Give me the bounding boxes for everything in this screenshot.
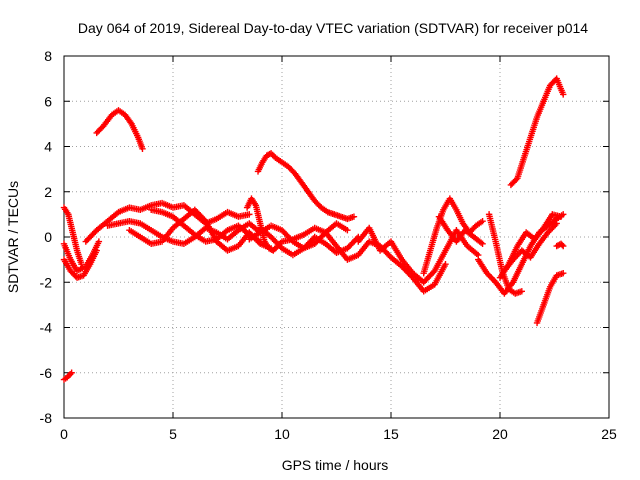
y-tick-label: 0 bbox=[44, 229, 52, 245]
data-point bbox=[95, 238, 103, 245]
y-tick-label: 4 bbox=[44, 139, 52, 155]
series-arc-t bbox=[501, 220, 560, 275]
series-arc-m bbox=[254, 150, 358, 223]
x-tick-label: 20 bbox=[492, 426, 508, 442]
data-point bbox=[344, 227, 351, 234]
series-arc-v bbox=[533, 270, 567, 327]
x-tick-label: 15 bbox=[383, 426, 399, 442]
y-tick-label: -4 bbox=[40, 320, 53, 336]
x-tick-label: 5 bbox=[169, 426, 177, 442]
data-points bbox=[60, 75, 567, 383]
series-arc-o bbox=[420, 195, 486, 277]
y-axis-label: SDTVAR / TECUs bbox=[5, 181, 21, 293]
series-arc-q bbox=[485, 211, 525, 297]
data-point bbox=[246, 211, 253, 218]
data-point bbox=[553, 220, 560, 227]
chart-title: Day 064 of 2019, Sidereal Day-to-day VTE… bbox=[78, 20, 588, 36]
data-point bbox=[430, 269, 437, 276]
data-point bbox=[518, 288, 525, 295]
y-tick-label: -2 bbox=[40, 274, 53, 290]
data-point bbox=[68, 369, 75, 376]
y-tick-label: -8 bbox=[40, 410, 53, 426]
data-point bbox=[201, 216, 208, 223]
data-point bbox=[557, 213, 565, 220]
x-tick-label: 0 bbox=[60, 426, 68, 442]
data-point bbox=[78, 260, 85, 268]
y-tick-label: 2 bbox=[44, 184, 52, 200]
data-point bbox=[512, 176, 520, 183]
data-point bbox=[560, 270, 567, 277]
series-arc-w bbox=[553, 240, 567, 250]
data-point bbox=[560, 91, 567, 98]
y-tick-label: 6 bbox=[44, 93, 52, 109]
grid bbox=[64, 56, 609, 418]
x-tick-label: 25 bbox=[601, 426, 617, 442]
data-point bbox=[479, 240, 486, 247]
data-point bbox=[350, 213, 358, 220]
series-arc-d bbox=[60, 369, 75, 383]
series-arc-p bbox=[435, 213, 486, 247]
y-tick-label: -6 bbox=[40, 365, 53, 381]
series-arc-c bbox=[60, 204, 85, 268]
data-point bbox=[139, 145, 146, 152]
x-tick-label: 10 bbox=[274, 426, 290, 442]
series-arc-u bbox=[507, 75, 567, 189]
axis-ticks: 0 5 10 15 20 25 -8 -6 -4 -2 0 2 4 6 8 bbox=[40, 48, 617, 442]
y-tick-label: 8 bbox=[44, 48, 52, 64]
series-arc-b bbox=[60, 247, 100, 281]
data-point bbox=[93, 247, 100, 254]
series-arc-g bbox=[104, 217, 264, 247]
series-arc-f bbox=[82, 199, 253, 245]
data-point bbox=[442, 260, 449, 268]
x-axis-label: GPS time / hours bbox=[282, 457, 389, 473]
series-arc-n bbox=[355, 224, 482, 286]
data-point bbox=[560, 242, 567, 250]
data-point bbox=[558, 241, 566, 249]
series-arc-e bbox=[93, 107, 146, 152]
data-point bbox=[479, 217, 486, 225]
